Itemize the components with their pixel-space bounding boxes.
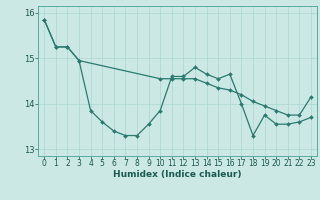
X-axis label: Humidex (Indice chaleur): Humidex (Indice chaleur): [113, 170, 242, 179]
